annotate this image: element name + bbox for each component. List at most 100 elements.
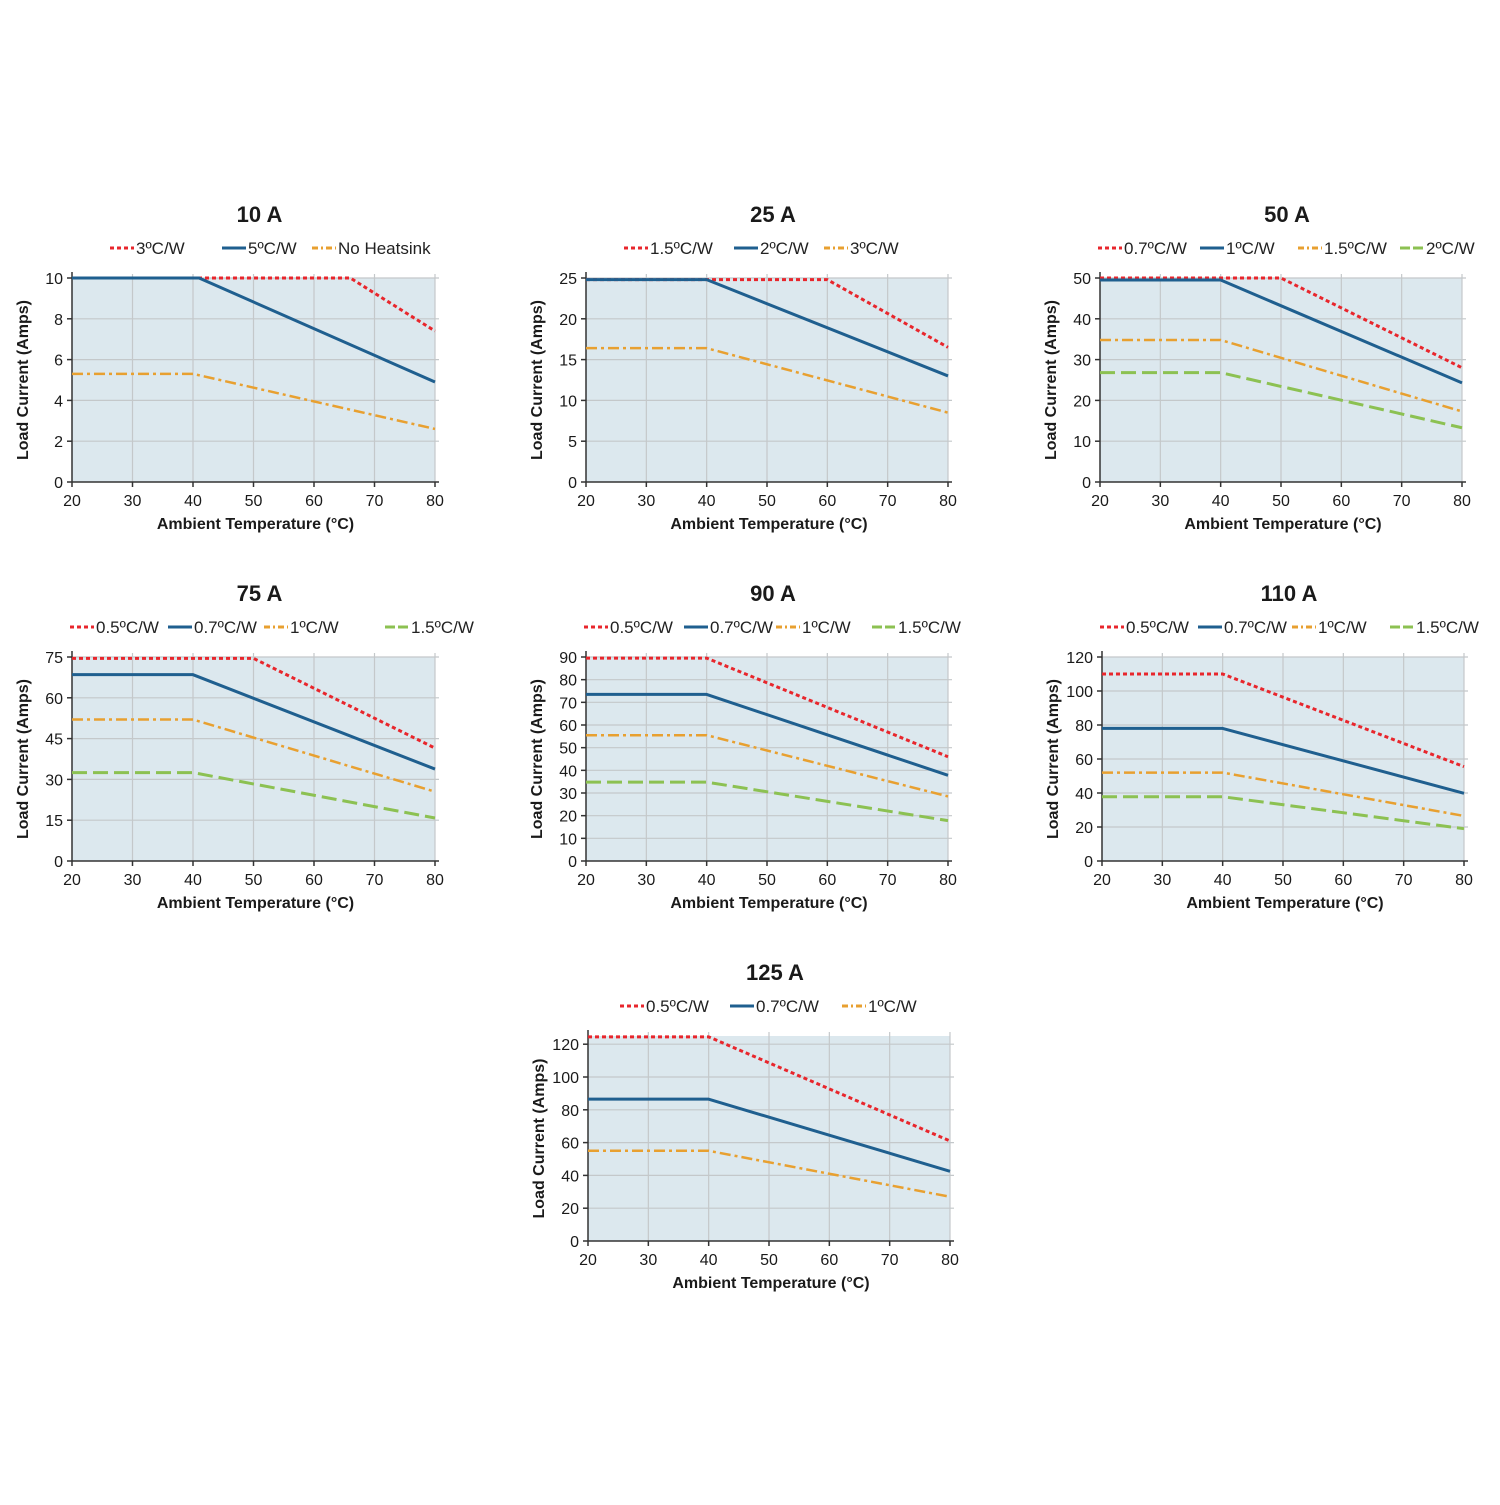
x-axis-label: Ambient Temperature (°C) [1184,516,1381,533]
x-tick-label: 20 [577,872,595,889]
y-tick-label: 20 [559,312,577,329]
x-tick-label: 50 [758,493,776,510]
y-tick-label: 100 [552,1070,579,1087]
legend-label-1-5degc-w: 1.5ºC/W [1324,239,1387,258]
x-tick-label: 30 [124,493,142,510]
series-line-0-7degc-w [72,673,436,771]
y-tick-label: 0 [54,475,63,492]
series-line-1degc-w [588,1149,951,1198]
x-tick-label: 80 [941,1252,959,1269]
x-tick-label: 20 [63,493,81,510]
y-tick-label: 40 [1073,312,1091,329]
x-tick-label: 70 [879,493,897,510]
x-tick-label: 80 [1455,872,1473,889]
x-tick-label: 80 [426,872,444,889]
chart-110-a: 110 A 0.5ºC/W 0.7ºC/W 1ºC/W 1.5ºC/W 20 30 40 50 6… [1045,581,1479,912]
y-axis-label: Load Current (Amps) [15,300,32,460]
chart-50-a: 50 A 0.7ºC/W 1ºC/W 1.5ºC/W 2ºC/W 20 30 40 50 60 70… [1043,202,1475,533]
legend: 0.7ºC/W 1ºC/W 1.5ºC/W 2ºC/W [1098,239,1475,258]
series-line-1-5degc-w [1102,795,1465,831]
legend-label-0-5degc-w: 0.5ºC/W [1126,618,1189,637]
y-tick-label: 40 [1075,786,1093,803]
x-tick-label: 40 [1212,493,1230,510]
legend-label-0-7degc-w: 0.7ºC/W [710,618,773,637]
chart-title: 110 A [1261,581,1318,606]
chart-10-a: 10 A 3ºC/W 5ºC/W No Heatsink 20 30 40 50 60 70 80 0… [15,202,444,533]
y-tick-label: 20 [1073,393,1091,410]
series-line-0-7degc-w [586,692,949,777]
x-tick-label: 30 [637,872,655,889]
y-tick-label: 50 [1073,271,1091,288]
legend-label-5degc-w: 5ºC/W [248,239,297,258]
chart-90-a: 90 A 0.5ºC/W 0.7ºC/W 1ºC/W 1.5ºC/W 20 30 40 50 60… [529,581,961,912]
y-tick-label: 10 [559,831,577,848]
y-tick-label: 60 [561,1136,579,1153]
legend-label-2degc-w: 2ºC/W [1426,239,1475,258]
chart-title: 50 A [1264,202,1310,227]
x-tick-label: 60 [818,493,836,510]
legend-label-1-5degc-w: 1.5ºC/W [1416,618,1479,637]
series-line-1-5degc-w [1100,338,1463,413]
x-tick-label: 30 [639,1252,657,1269]
x-tick-label: 60 [1332,493,1350,510]
y-tick-label: 4 [54,393,63,410]
y-axis-label: Load Current (Amps) [15,679,32,839]
x-tick-label: 70 [881,1252,899,1269]
chart-title: 10 A [237,202,283,227]
x-tick-label: 20 [577,493,595,510]
y-tick-label: 30 [559,786,577,803]
y-tick-label: 75 [45,650,63,667]
legend: 3ºC/W 5ºC/W No Heatsink [110,239,431,258]
legend-label-1-5degc-w: 1.5ºC/W [650,239,713,258]
legend: 0.5ºC/W 0.7ºC/W 1ºC/W [620,997,917,1016]
x-tick-label: 60 [305,493,323,510]
legend-label-0-5degc-w: 0.5ºC/W [96,618,159,637]
x-tick-label: 70 [1395,872,1413,889]
x-tick-label: 60 [820,1252,838,1269]
y-tick-label: 2 [54,434,63,451]
series-line-1degc-w [1100,278,1463,385]
legend-label-1-5degc-w: 1.5ºC/W [411,618,474,637]
x-tick-label: 30 [1151,493,1169,510]
y-axis-label: Load Current (Amps) [1045,679,1062,839]
chart-125-a: 125 A0.5ºC/W 0.7ºC/W 1ºC/W20 30 40 50 60 70 8002… [531,960,959,1292]
x-tick-label: 50 [760,1252,778,1269]
y-tick-label: 80 [561,1103,579,1120]
x-tick-label: 40 [1214,872,1232,889]
y-tick-label: 60 [45,691,63,708]
y-tick-label: 40 [561,1168,579,1185]
x-tick-label: 80 [939,493,957,510]
chart-title: 125 A [746,960,804,985]
y-tick-label: 120 [552,1037,579,1054]
y-axis-label: Load Current (Amps) [529,679,546,839]
x-tick-label: 40 [698,493,716,510]
x-axis-label: Ambient Temperature (°C) [672,1275,869,1292]
series-line-3degc-w [586,346,949,414]
x-tick-label: 50 [1272,493,1290,510]
x-tick-label: 20 [63,872,81,889]
chart-25-a: 25 A 1.5ºC/W 2ºC/W 3ºC/W 20 30 40 50 60 70 80 0 5 10 1… [529,202,957,533]
y-tick-label: 8 [54,312,63,329]
x-tick-label: 20 [1093,872,1111,889]
y-tick-label: 40 [559,763,577,780]
legend-label-1degc-w: 1ºC/W [1318,618,1367,637]
legend: 0.5ºC/W 0.7ºC/W 1ºC/W 1.5ºC/W [1100,618,1479,637]
series-line-5degc-w [72,276,436,384]
y-tick-label: 30 [1073,353,1091,370]
x-tick-label: 40 [700,1252,718,1269]
legend-label-1degc-w: 1ºC/W [802,618,851,637]
chart-title: 25 A [750,202,796,227]
series-line-0-5degc-w [586,656,949,759]
y-tick-label: 70 [559,695,577,712]
x-tick-label: 40 [184,872,202,889]
y-tick-label: 20 [559,809,577,826]
y-tick-label: 15 [45,813,63,830]
legend-label-0-7degc-w: 0.7ºC/W [756,997,819,1016]
legend-label-1-5degc-w: 1.5ºC/W [898,618,961,637]
x-tick-label: 70 [366,872,384,889]
y-tick-label: 5 [568,434,577,451]
legend-label-0-5degc-w: 0.5ºC/W [610,618,673,637]
series-line-no-heatsink [72,372,436,431]
series-line-1-5degc-w [586,780,949,823]
y-tick-label: 0 [568,475,577,492]
